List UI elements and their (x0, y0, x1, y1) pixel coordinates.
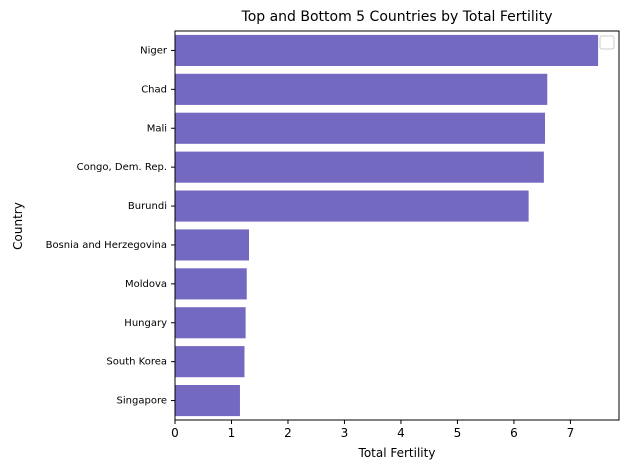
bar (175, 268, 247, 300)
x-tick-label: 5 (454, 426, 462, 440)
y-tick-label: Hungary (124, 318, 167, 329)
bar (175, 307, 246, 339)
y-tick-label: Moldova (125, 279, 167, 290)
x-tick-label: 7 (567, 426, 575, 440)
y-tick-label: Niger (140, 45, 168, 56)
bar (175, 346, 245, 378)
y-tick-label: Chad (141, 84, 167, 95)
x-axis-label: Total Fertility (358, 446, 436, 460)
bar (175, 229, 249, 261)
bar (175, 34, 599, 67)
bar (175, 384, 240, 417)
x-axis-ticks: 0 1 2 3 4 5 6 7 (171, 420, 574, 440)
x-tick-label: 2 (284, 426, 292, 440)
plot-frame (174, 30, 620, 421)
y-tick-label: Mali (147, 123, 167, 134)
bar (175, 112, 545, 144)
y-tick-label: Singapore (117, 396, 167, 407)
y-tick-label: Burundi (128, 201, 167, 212)
y-tick-label: Bosnia and Herzegovina (46, 240, 167, 251)
bar (175, 151, 544, 183)
x-tick-label: 6 (510, 426, 518, 440)
y-axis-label: Country (11, 202, 25, 250)
legend-box (599, 35, 615, 50)
x-tick-label: 4 (397, 426, 405, 440)
y-tick-label: Congo, Dem. Rep. (77, 162, 167, 173)
y-axis-ticks: Niger Chad Mali Congo, Dem. Rep. Burundi Bosn… (46, 45, 175, 407)
bar (175, 73, 548, 105)
x-tick-label: 3 (341, 426, 349, 440)
bar (175, 190, 529, 222)
x-tick-label: 0 (171, 426, 179, 440)
chart-title: Top and Bottom 5 Countries by Total Fert… (241, 9, 553, 25)
bars-group (175, 34, 599, 417)
y-tick-label: South Korea (106, 357, 167, 368)
x-tick-label: 1 (228, 426, 236, 440)
